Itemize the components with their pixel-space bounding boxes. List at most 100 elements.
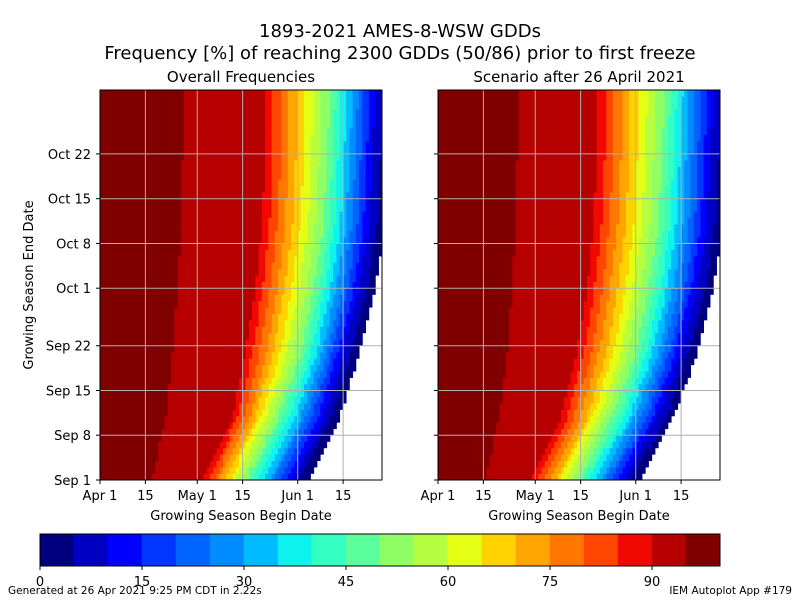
heatmap-cell bbox=[226, 236, 230, 244]
heatmap-cell bbox=[197, 249, 201, 257]
heatmap-cell bbox=[235, 428, 240, 436]
heatmap-cell bbox=[232, 275, 237, 282]
heatmap-cell bbox=[219, 217, 224, 225]
heatmap-cell bbox=[304, 441, 308, 449]
heatmap-cell bbox=[125, 185, 130, 193]
heatmap-cell bbox=[119, 243, 123, 251]
heatmap-cell bbox=[226, 128, 230, 135]
heatmap-cell bbox=[200, 224, 204, 231]
heatmap-cell bbox=[226, 217, 230, 225]
heatmap-cell bbox=[294, 326, 298, 334]
heatmap-cell bbox=[116, 262, 120, 270]
heatmap-cell bbox=[187, 268, 191, 276]
heatmap-cell bbox=[339, 217, 344, 225]
heatmap-cell bbox=[333, 198, 337, 206]
heatmap-cell bbox=[135, 102, 140, 110]
heatmap-cell bbox=[294, 166, 298, 174]
heatmap-cell bbox=[184, 140, 188, 148]
heatmap-cell bbox=[271, 435, 276, 442]
heatmap-cell bbox=[291, 224, 295, 231]
heatmap-cell bbox=[109, 172, 114, 180]
heatmap-cell bbox=[200, 313, 204, 321]
heatmap-cell bbox=[352, 153, 357, 161]
heatmap-cell bbox=[297, 307, 302, 314]
heatmap-cell bbox=[167, 428, 172, 436]
heatmap-cell bbox=[197, 256, 201, 263]
heatmap-cell bbox=[323, 351, 328, 359]
heatmap-cell bbox=[190, 153, 195, 161]
heatmap-cell bbox=[222, 249, 227, 257]
heatmap-cell bbox=[213, 275, 217, 282]
heatmap-cell bbox=[167, 121, 172, 129]
heatmap-cell bbox=[248, 192, 253, 199]
heatmap-cell bbox=[271, 160, 276, 167]
heatmap-cell bbox=[355, 204, 360, 212]
heatmap-cell bbox=[326, 364, 331, 372]
heatmap-cell bbox=[190, 351, 195, 359]
heatmap-cell bbox=[106, 428, 110, 436]
heatmap-cell bbox=[226, 326, 230, 334]
heatmap-cell bbox=[190, 460, 195, 468]
heatmap-cell bbox=[145, 249, 149, 257]
heatmap-cell bbox=[368, 217, 373, 225]
heatmap-cell bbox=[342, 319, 347, 327]
heatmap-cell bbox=[132, 166, 136, 174]
heatmap-cell bbox=[148, 371, 153, 378]
heatmap-cell bbox=[336, 262, 341, 270]
heatmap-cell bbox=[287, 326, 292, 334]
heatmap-cell bbox=[187, 172, 191, 180]
heatmap-cell bbox=[158, 383, 162, 391]
heatmap-cell bbox=[265, 467, 269, 474]
heatmap-cell bbox=[333, 89, 337, 97]
heatmap-cell bbox=[287, 441, 292, 449]
heatmap-cell bbox=[320, 121, 324, 129]
heatmap-cell bbox=[242, 313, 247, 321]
heatmap-cell bbox=[271, 332, 276, 340]
heatmap-cell bbox=[300, 204, 305, 212]
heatmap-cell bbox=[268, 249, 272, 257]
heatmap-cell bbox=[106, 102, 110, 110]
heatmap-cell bbox=[187, 281, 191, 289]
heatmap-cell bbox=[268, 140, 272, 148]
heatmap-cell bbox=[329, 351, 334, 359]
heatmap-cell bbox=[197, 294, 201, 302]
heatmap-cell bbox=[281, 409, 285, 417]
heatmap-cell bbox=[320, 115, 324, 123]
heatmap-cell bbox=[326, 102, 331, 110]
heatmap-cell bbox=[148, 288, 153, 295]
heatmap-cell bbox=[210, 147, 214, 155]
heatmap-cell bbox=[103, 460, 107, 468]
heatmap-cell bbox=[304, 230, 308, 238]
heatmap-cell bbox=[229, 96, 234, 103]
heatmap-cell bbox=[109, 166, 114, 174]
heatmap-cell bbox=[248, 134, 253, 142]
heatmap-cell bbox=[362, 211, 366, 219]
heatmap-cell bbox=[151, 268, 156, 276]
heatmap-cell bbox=[154, 179, 159, 187]
heatmap-cell bbox=[187, 403, 191, 410]
heatmap-cell bbox=[258, 371, 263, 378]
heatmap-cell bbox=[138, 211, 143, 219]
heatmap-cell bbox=[193, 121, 198, 129]
heatmap-cell bbox=[271, 339, 276, 346]
heatmap-cell bbox=[294, 140, 298, 148]
heatmap-cell bbox=[252, 313, 256, 321]
heatmap-cell bbox=[116, 211, 120, 219]
heatmap-cell bbox=[158, 332, 162, 340]
heatmap-cell bbox=[216, 377, 221, 385]
heatmap-cell bbox=[229, 383, 234, 391]
heatmap-cell bbox=[313, 460, 318, 468]
heatmap-cell bbox=[106, 134, 110, 142]
heatmap-cell bbox=[154, 409, 159, 417]
heatmap-cell bbox=[174, 89, 178, 97]
heatmap-cell bbox=[122, 185, 127, 193]
heatmap-cell bbox=[122, 230, 127, 238]
heatmap-cell bbox=[320, 262, 324, 270]
heatmap-cell bbox=[200, 447, 204, 455]
heatmap-cell bbox=[213, 140, 217, 148]
heatmap-cell bbox=[320, 96, 324, 103]
heatmap-cell bbox=[304, 415, 308, 423]
heatmap-cell bbox=[313, 217, 318, 225]
heatmap-cell bbox=[161, 121, 166, 129]
heatmap-cell bbox=[116, 230, 120, 238]
